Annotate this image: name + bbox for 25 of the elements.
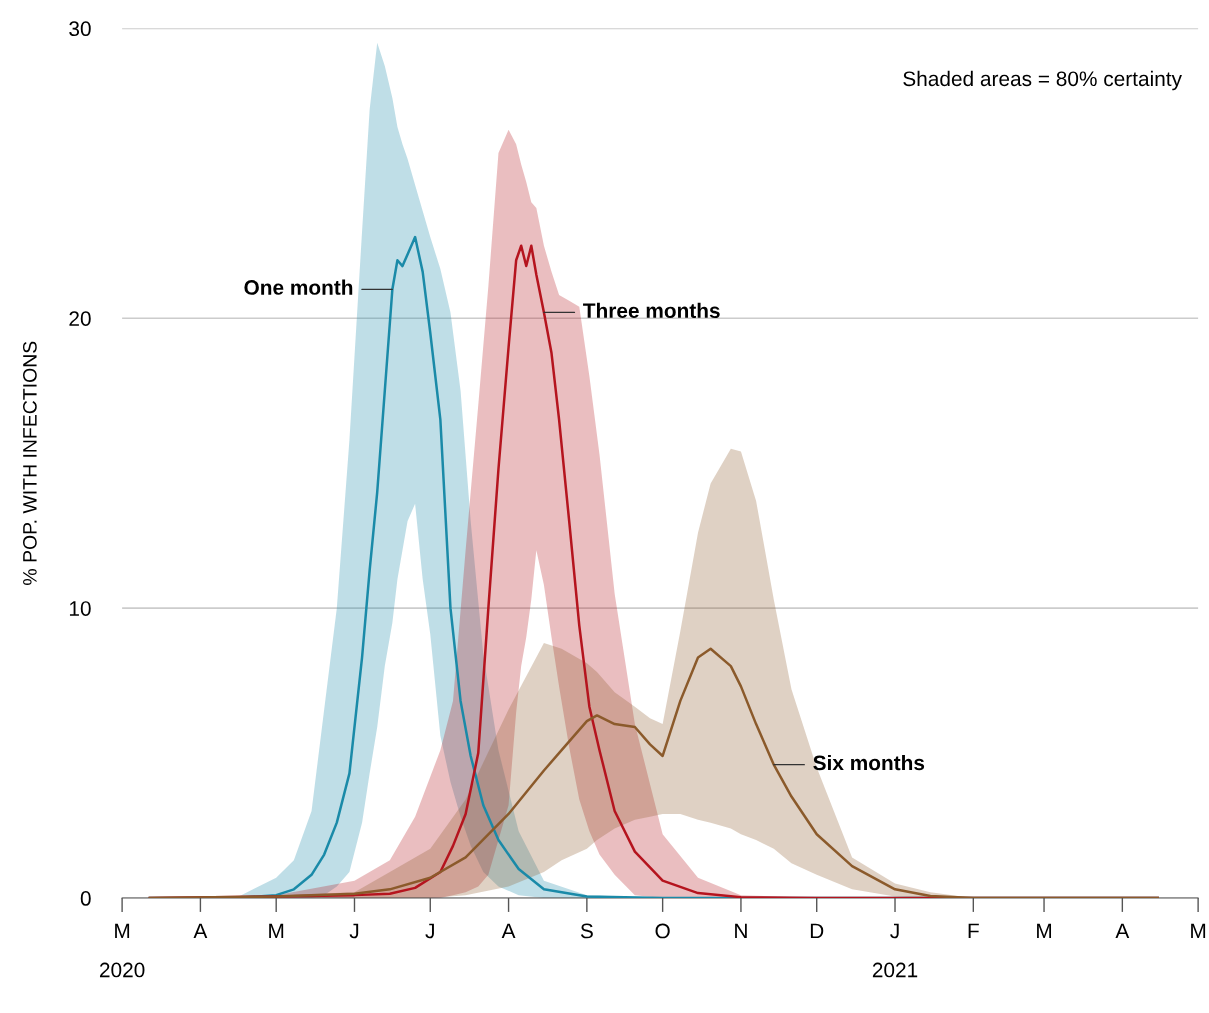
x-tick-label: O (655, 923, 670, 939)
x-tick-label: J 2021 (872, 923, 918, 978)
series-label: Three months (583, 302, 720, 319)
x-tick-label: A (193, 923, 208, 939)
y-tick-label: 10 (69, 601, 91, 616)
y-tick-label: 30 (69, 21, 91, 37)
annotation: Shaded areas = 80% certainty (903, 70, 1182, 91)
series-label: One month (244, 279, 353, 295)
x-tick-label: J (425, 923, 434, 939)
x-tick-label: A (501, 923, 516, 939)
x-tick-label: M (1037, 923, 1052, 939)
line-series (148, 647, 1159, 899)
x-tick-label: F (968, 923, 979, 939)
x-tick-label: S (580, 923, 593, 939)
x-tick-label: D (810, 923, 824, 939)
series-label: Six months (813, 754, 925, 771)
x-tick-label: M (1191, 923, 1206, 939)
x-tick-label: N (735, 923, 747, 939)
x-tick-label: J (349, 923, 359, 939)
y-tick-label: 20 (69, 311, 91, 326)
y-axis-title: % POP. WITH INFECTIONS (22, 341, 37, 585)
x-tick-label: M 2020 (99, 923, 145, 978)
x-tick-label: A (1115, 923, 1130, 939)
x-tick-label: M (269, 923, 284, 939)
y-tick-label: 0 (80, 891, 91, 906)
